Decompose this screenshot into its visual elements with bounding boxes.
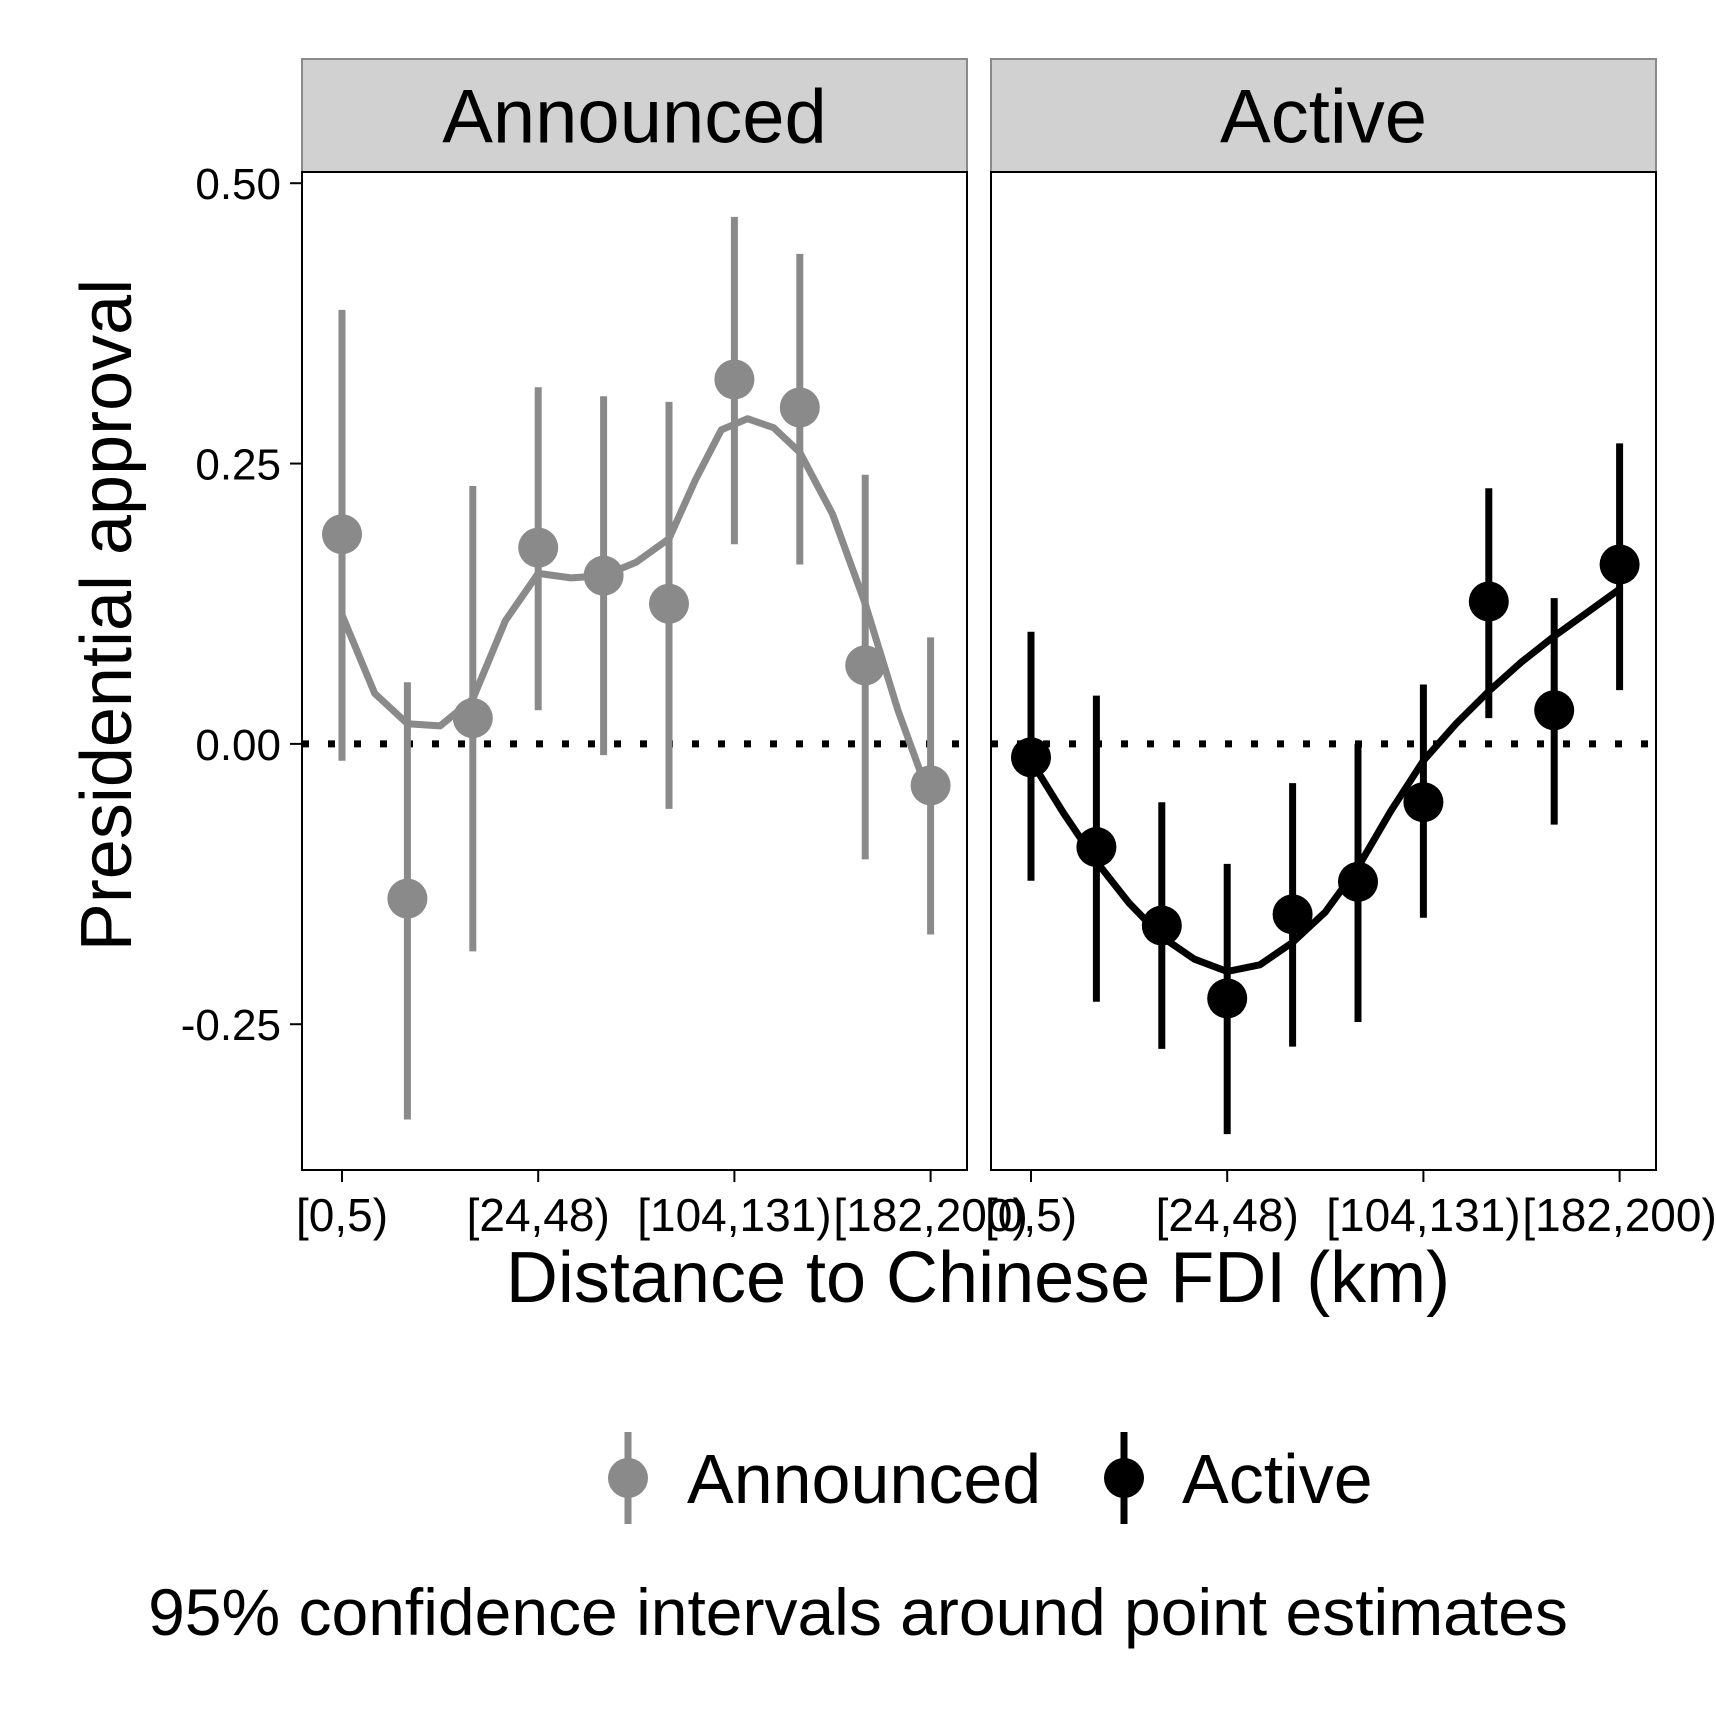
x-tick-label-announced-2: [24,48) — [467, 1189, 610, 1241]
x-tick-label-active-3: [104,131) — [1326, 1189, 1520, 1241]
x-tick-label-announced-1: [0,5) — [296, 1189, 388, 1241]
point-active-9 — [1534, 690, 1575, 731]
point-active-10 — [1599, 544, 1640, 585]
legend: Announced Active — [608, 1432, 1373, 1524]
panels-layer: Announced[0,5) [24,48) [104,131) [182,200)A… — [296, 58, 1716, 1241]
legend-key-point-active — [1104, 1458, 1144, 1498]
x-tick-label-active-4: [182,200) — [1522, 1189, 1716, 1241]
point-announced-8 — [779, 387, 820, 428]
point-active-3 — [1141, 905, 1182, 946]
point-active-2 — [1076, 827, 1117, 868]
point-active-1 — [1011, 737, 1051, 778]
y-axis-title: Presidential approval — [67, 279, 147, 951]
point-active-4 — [1207, 978, 1248, 1019]
y-tick-label-3: 0.00 — [195, 721, 281, 770]
legend-key-point-announced — [608, 1458, 648, 1498]
point-announced-3 — [452, 698, 493, 739]
panel-announced: Announced [0,5) [24,48) [104,131) [182,200) — [296, 58, 1028, 1241]
legend-label-active: Active — [1182, 1440, 1373, 1518]
x-axis-title: Distance to Chinese FDI (km) — [506, 1238, 1450, 1318]
strip-active — [990, 58, 1657, 173]
point-announced-5 — [583, 555, 624, 596]
point-announced-6 — [649, 583, 689, 624]
y-tick-label-1: 0.50 — [195, 160, 281, 209]
point-announced-2 — [387, 878, 428, 919]
point-announced-4 — [518, 527, 559, 568]
strip-announced — [301, 58, 968, 173]
point-announced-9 — [845, 645, 886, 686]
y-tick-label-4: -0.25 — [181, 1001, 281, 1050]
x-tick-label-announced-4: [182,200) — [833, 1189, 1027, 1241]
point-announced-1 — [322, 514, 362, 555]
y-tick-label-2: 0.25 — [195, 441, 281, 490]
panel-active: Active [0,5) [24,48) [104,131) [182,200) — [985, 58, 1716, 1241]
point-announced-7 — [714, 359, 755, 400]
caption: 95% confidence intervals around point es… — [148, 1575, 1568, 1649]
y-axis: 0.50 0.25 0.00 -0.25 — [181, 160, 302, 1050]
point-active-6 — [1338, 861, 1378, 902]
x-tick-label-active-1: [0,5) — [985, 1189, 1077, 1241]
panel-border-active — [990, 171, 1657, 1171]
legend-label-announced: Announced — [687, 1440, 1041, 1518]
point-active-8 — [1468, 581, 1509, 622]
smooth-line-active — [1027, 585, 1624, 975]
point-active-5 — [1272, 894, 1313, 935]
point-active-7 — [1403, 782, 1444, 823]
x-tick-label-announced-3: [104,131) — [637, 1189, 831, 1241]
x-tick-label-active-2: [24,48) — [1156, 1189, 1299, 1241]
strip-label-active: Active — [1220, 75, 1427, 160]
point-announced-10 — [910, 765, 951, 806]
strip-label-announced: Announced — [442, 75, 827, 160]
smooth-line-announced — [338, 415, 935, 804]
